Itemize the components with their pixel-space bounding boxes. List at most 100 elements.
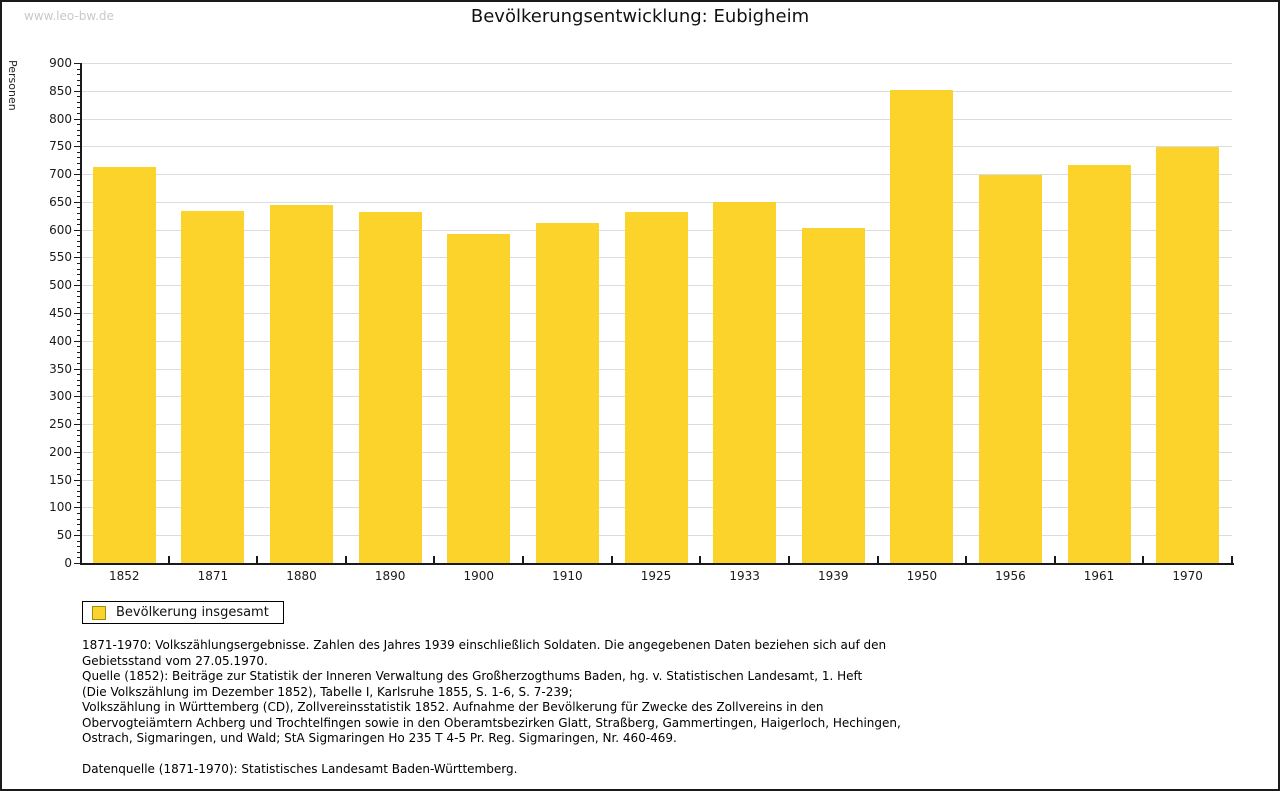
y-axis-tick <box>74 507 80 509</box>
x-axis-boundary-tick <box>965 556 968 563</box>
y-axis-tick-label: 550 <box>49 250 72 265</box>
y-axis-tick-label: 800 <box>49 111 72 126</box>
y-axis-tick <box>77 418 80 420</box>
x-axis-boundary-tick <box>167 556 170 563</box>
x-axis-boundary-tick <box>1142 556 1145 563</box>
grid-line <box>82 201 1232 203</box>
y-axis-tick <box>77 407 80 409</box>
y-axis-tick <box>74 201 80 203</box>
grid-line <box>82 63 1232 64</box>
y-axis-tick <box>77 490 80 492</box>
footer-line: Gebietsstand vom 27.05.1970. <box>82 653 268 668</box>
y-axis-tick <box>77 474 80 476</box>
y-axis-tick <box>77 163 80 164</box>
x-axis-tick-label: 1950 <box>906 569 938 583</box>
y-axis-tick <box>77 157 80 159</box>
y-axis-tick-label: 0 <box>64 556 72 570</box>
x-axis-tick-label: 1939 <box>817 569 849 583</box>
y-axis-tick <box>77 96 80 98</box>
y-axis-tick-label: 450 <box>49 306 72 320</box>
y-axis-tick <box>77 168 80 170</box>
y-axis-tick <box>77 518 80 520</box>
y-axis-tick <box>74 563 80 564</box>
y-axis-tick-label: 400 <box>49 333 72 348</box>
y-axis-tick <box>77 135 80 137</box>
y-axis-tick <box>77 346 80 348</box>
y-axis-tick-label: 50 <box>56 528 72 543</box>
y-axis-tick <box>77 435 80 437</box>
y-axis-tick <box>74 257 80 259</box>
y-axis-tick <box>74 479 80 481</box>
y-axis-tick <box>77 124 80 126</box>
y-axis-tick <box>77 235 80 237</box>
x-axis-tick-label: 1933 <box>729 569 760 583</box>
y-axis-tick <box>77 307 80 309</box>
y-axis-tick <box>77 429 80 431</box>
y-axis-tick <box>77 401 80 403</box>
y-axis-tick <box>77 85 80 87</box>
y-axis-tick <box>77 296 80 298</box>
y-axis-tick <box>77 151 80 153</box>
bar-1852 <box>92 167 156 563</box>
y-axis-tick <box>77 179 80 181</box>
x-axis-boundary-tick <box>433 556 436 563</box>
y-axis-tick <box>77 79 80 81</box>
x-axis-boundary-tick <box>256 556 259 563</box>
y-axis-tick <box>77 279 80 281</box>
y-axis-tick <box>74 451 80 453</box>
y-axis-tick <box>77 251 80 253</box>
footer-datasource: Datenquelle (1871-1970): Statistisches L… <box>82 761 518 776</box>
y-axis-tick-label: 600 <box>49 222 72 237</box>
y-axis-tick <box>77 546 80 548</box>
y-axis-tick-label: 700 <box>49 167 72 182</box>
x-axis-line <box>80 563 1234 565</box>
y-axis-tick <box>77 224 80 226</box>
x-axis-boundary-tick <box>344 556 347 563</box>
x-axis-tick-label: 1880 <box>286 569 317 583</box>
y-axis-tick <box>74 90 80 92</box>
legend: Bevölkerung insgesamt <box>82 601 284 624</box>
y-axis-tick <box>77 501 80 503</box>
y-axis-tick <box>77 529 80 531</box>
bar-chart: 0 50 100 150 200 250 300 350 400 450 500 550 600 650 7… <box>2 2 1278 602</box>
y-axis-tick <box>77 440 80 442</box>
x-axis-boundary-tick <box>522 556 525 563</box>
y-axis-tick <box>74 174 80 176</box>
y-axis-tick <box>77 68 80 70</box>
y-axis-tick <box>77 335 80 337</box>
bar-1956 <box>978 174 1042 563</box>
y-axis-tick <box>77 185 80 187</box>
y-axis-tick-label: 200 <box>49 444 72 459</box>
y-axis-tick <box>77 357 80 359</box>
footer-line: (Die Volkszählung im Dezember 1852), Tab… <box>82 684 573 699</box>
bar-1939 <box>801 228 865 563</box>
bar-1900 <box>447 233 511 563</box>
y-axis-tick <box>77 74 80 76</box>
footer-line: 1871-1970: Volkszählungsergebnisse. Zahl… <box>82 638 887 652</box>
y-axis-tick-label: 750 <box>49 139 72 154</box>
chart-title: Bevölkerungsentwicklung: Eubigheim <box>470 6 810 27</box>
y-axis-tick-label: 150 <box>49 472 72 487</box>
y-axis-tick <box>74 285 80 287</box>
y-axis-tick <box>77 213 80 214</box>
y-axis-tick <box>77 190 80 192</box>
y-axis-tick <box>74 229 80 231</box>
x-axis-tick-label: 1961 <box>1083 569 1115 583</box>
bar-1925 <box>624 211 688 563</box>
y-axis-tick <box>77 468 80 470</box>
footer-line: Volkszählung in Württemberg (CD), Zollve… <box>82 700 824 714</box>
bar-1950 <box>890 89 954 563</box>
y-axis-tick <box>77 268 80 270</box>
y-axis-tick <box>74 535 80 537</box>
x-axis-boundary-tick <box>1231 556 1233 563</box>
y-axis-tick <box>77 301 80 303</box>
y-axis-tick <box>74 313 80 314</box>
x-axis-tick-label: 1970 <box>1172 569 1203 583</box>
y-axis-tick <box>77 218 80 220</box>
x-axis-tick-label: 1910 <box>552 569 583 583</box>
footer-line: Ostrach, Sigmaringen, und Wald; StA Sigm… <box>82 731 677 745</box>
grid-line <box>82 118 1232 120</box>
y-axis-tick <box>77 374 80 376</box>
bar-1933 <box>713 201 777 563</box>
